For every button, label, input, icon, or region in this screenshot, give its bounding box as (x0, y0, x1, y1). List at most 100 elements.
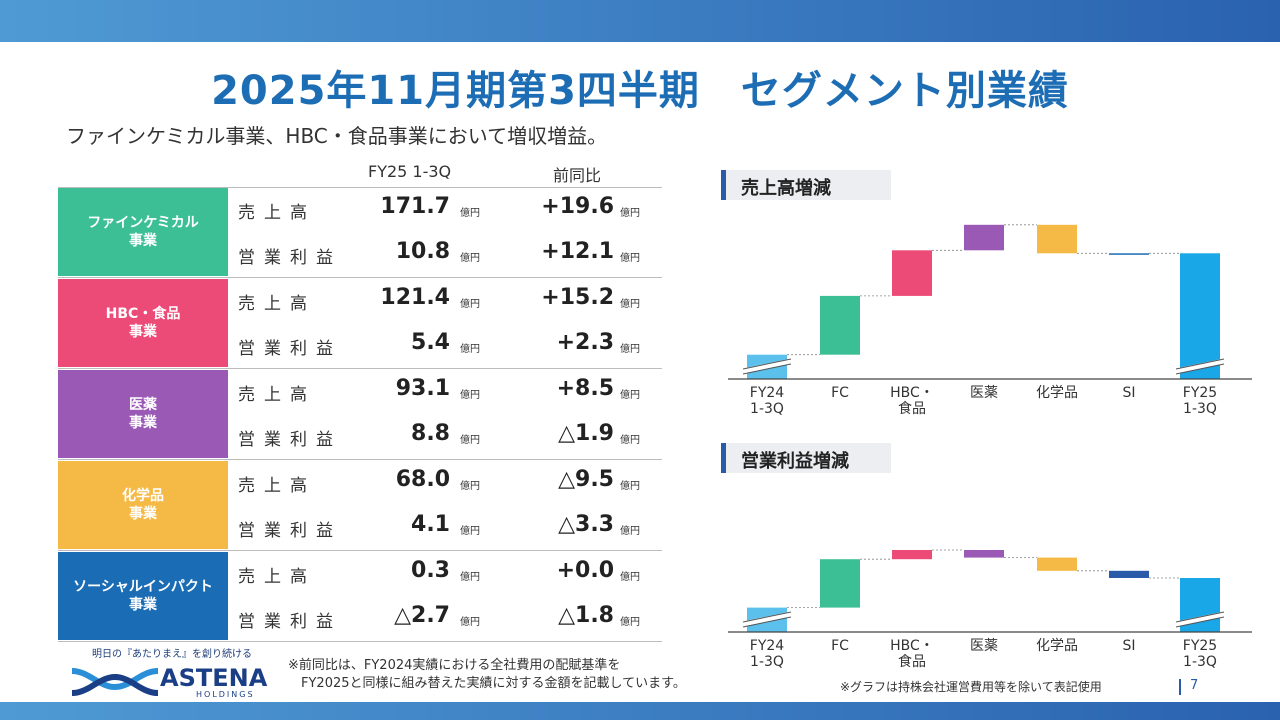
row-label: 売上高 (238, 385, 316, 405)
row-diff-unit: 億円 (620, 208, 640, 219)
x-tick-label: 医薬 (970, 385, 998, 401)
row-value: 10.8 (395, 239, 450, 264)
waterfall-bar (964, 224, 1004, 251)
segment-row: 営業利益 10.8 億円 +12.1 億円 (228, 233, 662, 278)
segment-row: 売上高 68.0 億円 △9.5 億円 (228, 461, 662, 506)
segment-name: HBC・食品 事業 (58, 279, 228, 367)
page-subtitle: ファインケミカル事業、HBC・食品事業において増収増益。 (66, 124, 608, 148)
row-value: 0.3 (411, 558, 450, 583)
row-yoy-diff: △3.3 (558, 512, 614, 537)
logo-name: ASTENA (160, 664, 268, 692)
waterfall-bar (892, 250, 932, 296)
x-tick-label: FY24 (750, 638, 785, 654)
axis-break-mask (742, 611, 792, 627)
row-diff-unit: 億円 (620, 299, 640, 310)
waterfall-bar (1109, 253, 1149, 255)
segment-name: ファインケミカル 事業 (58, 188, 228, 276)
axis-break-mark (742, 358, 792, 370)
x-tick-label: 化学品 (1036, 385, 1078, 401)
x-tick-label: 化学品 (1036, 638, 1078, 654)
waterfall-bar (1109, 570, 1149, 578)
row-unit: 億円 (460, 617, 480, 628)
row-yoy-diff: △1.8 (558, 603, 614, 628)
row-label: 売上高 (238, 203, 316, 223)
x-tick-label: 1-3Q (1183, 401, 1217, 417)
x-tick-label: FC (831, 638, 849, 654)
row-diff-unit: 億円 (620, 572, 640, 583)
waterfall-bar (1180, 253, 1220, 379)
row-unit: 億円 (460, 299, 480, 310)
page-number-divider (1179, 679, 1181, 695)
waterfall-bar (1037, 224, 1077, 254)
chart-header-sales: 売上高増減 (721, 170, 891, 200)
row-unit: 億円 (460, 208, 480, 219)
x-tick-label: FY24 (750, 385, 785, 401)
row-yoy-diff: +8.5 (556, 376, 614, 401)
segment-row: 売上高 93.1 億円 +8.5 億円 (228, 370, 662, 415)
column-header-yoy: 前同比 (553, 166, 602, 185)
row-unit: 億円 (460, 481, 480, 492)
row-label: 売上高 (238, 567, 316, 587)
row-diff-unit: 億円 (620, 481, 640, 492)
row-yoy-diff: +0.0 (556, 558, 614, 583)
segment-row: 売上高 171.7 億円 +19.6 億円 (228, 188, 662, 233)
row-value: 5.4 (411, 330, 450, 355)
row-value: 68.0 (395, 467, 450, 492)
logo-tagline: 明日の『あたりまえ』を創り続ける (92, 649, 252, 660)
segment-block: 医薬 事業 売上高 93.1 億円 +8.5 億円営業利益 8.8 億円 △1.9 億円 (58, 370, 662, 460)
chart-title-sales: 売上高増減 (741, 178, 831, 199)
row-value: 121.4 (380, 285, 450, 310)
row-diff-unit: 億円 (620, 390, 640, 401)
waterfall-bar (964, 550, 1004, 558)
page-title: 2025年11月期第3四半期 セグメント別業績 (211, 68, 1069, 114)
row-label: 営業利益 (238, 612, 342, 632)
segment-block: ファインケミカル 事業 売上高 171.7 億円 +19.6 億円 営業利益 10.8 億円 +1… (58, 188, 662, 278)
segment-row: 売上高 121.4 億円 +15.2 億円 (228, 279, 662, 324)
x-tick-label: SI (1122, 638, 1135, 654)
x-tick-label: 食品 (898, 400, 926, 417)
astena-logo-mark (72, 668, 158, 696)
row-value: 8.8 (411, 421, 450, 446)
row-unit: 億円 (460, 526, 480, 537)
segment-row: 売上高 0.3 億円 +0.0 億円 (228, 552, 662, 597)
row-label: 売上高 (238, 294, 316, 314)
axis-break-mark (1175, 358, 1225, 370)
row-yoy-diff: +15.2 (541, 285, 614, 310)
axis-break-mark (742, 616, 792, 628)
top-banner (0, 0, 1280, 42)
row-value: △2.7 (394, 603, 450, 628)
row-label: 営業利益 (238, 339, 342, 359)
x-tick-label: SI (1122, 385, 1135, 401)
row-value: 93.1 (395, 376, 450, 401)
segment-row: 営業利益 △2.7 億円 △1.8 億円 (228, 597, 662, 642)
axis-break-mark (742, 611, 792, 623)
x-tick-label: FY25 (1183, 385, 1217, 401)
row-yoy-diff: +2.3 (556, 330, 614, 355)
row-label: 営業利益 (238, 521, 342, 541)
x-tick-label: 1-3Q (750, 654, 784, 670)
row-diff-unit: 億円 (620, 253, 640, 264)
chart-header-profit: 営業利益増減 (721, 443, 891, 473)
row-yoy-diff: △1.9 (558, 421, 614, 446)
table-rule (58, 550, 662, 551)
axis-break-mask (1175, 611, 1225, 627)
row-unit: 億円 (460, 390, 480, 401)
axis-break-mark (1175, 611, 1225, 623)
x-tick-label: HBC・ (890, 385, 934, 401)
segment-name: 医薬 事業 (58, 370, 228, 458)
table-rule (58, 459, 662, 460)
logo-subtitle: HOLDINGS (196, 690, 255, 699)
x-tick-label: 1-3Q (1183, 654, 1217, 670)
chart-title-profit: 営業利益増減 (741, 451, 849, 472)
segment-row: 営業利益 8.8 億円 △1.9 億円 (228, 415, 662, 460)
waterfall-bar (892, 550, 932, 560)
segment-name: ソーシャルインパクト 事業 (58, 552, 228, 640)
waterfall-bar (1037, 557, 1077, 571)
row-diff-unit: 億円 (620, 617, 640, 628)
row-unit: 億円 (460, 572, 480, 583)
row-diff-unit: 億円 (620, 435, 640, 446)
row-label: 営業利益 (238, 430, 342, 450)
segment-block: 化学品 事業 売上高 68.0 億円 △9.5 億円 営業利益 4.1 億円 △3.3 億円 (58, 461, 662, 551)
